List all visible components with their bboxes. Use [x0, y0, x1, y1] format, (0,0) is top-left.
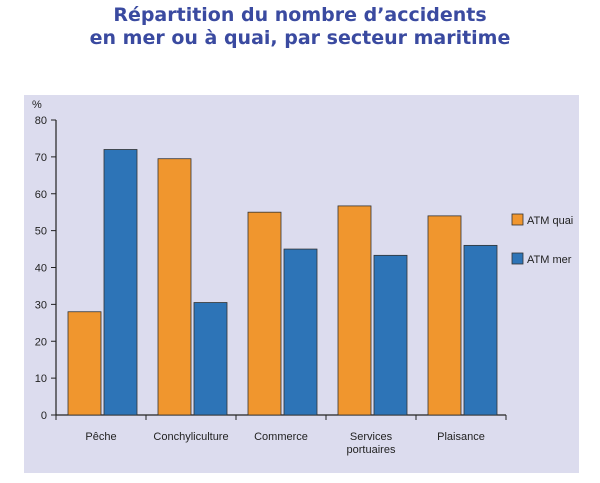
- bar-quai: [427, 215, 462, 416]
- x-tick-label: portuaires: [347, 444, 396, 456]
- y-tick-label: 40: [35, 263, 47, 275]
- chart-title-line-1: Répartition du nombre d’accidents: [113, 4, 487, 26]
- y-tick-label: 60: [35, 189, 47, 201]
- bar-mer: [193, 302, 228, 416]
- bar-mer: [373, 254, 408, 416]
- y-tick-label: 70: [35, 152, 47, 164]
- y-tick-label: 80: [35, 115, 47, 127]
- bar-mer: [463, 244, 498, 416]
- y-tick-label: 50: [35, 226, 47, 238]
- bar-mer: [103, 149, 138, 416]
- x-tick-label: Conchyliculture: [153, 431, 228, 443]
- x-tick-label: Pêche: [85, 431, 116, 443]
- y-tick-label: 20: [35, 336, 47, 348]
- legend-swatch: [511, 252, 524, 265]
- bar-mer: [283, 248, 318, 416]
- y-tick-label: 0: [41, 410, 47, 422]
- bar-quai: [247, 211, 282, 416]
- bar-quai: [67, 311, 102, 416]
- legend-label: ATM mer: [527, 254, 572, 266]
- x-tick-label: Services: [350, 431, 393, 443]
- legend-swatch: [511, 213, 524, 226]
- x-tick-label: Commerce: [254, 431, 308, 443]
- legend-label: ATM quai: [527, 215, 573, 227]
- bar-quai: [157, 158, 192, 416]
- y-tick-label: 10: [35, 373, 47, 385]
- y-tick-label: 30: [35, 299, 47, 311]
- x-tick-label: Plaisance: [437, 431, 485, 443]
- y-axis-label: %: [32, 99, 42, 111]
- bar-quai: [337, 205, 372, 416]
- chart-title: Répartition du nombre d’accidents en mer…: [0, 4, 600, 50]
- chart-title-line-2: en mer ou à quai, par secteur maritime: [89, 27, 511, 49]
